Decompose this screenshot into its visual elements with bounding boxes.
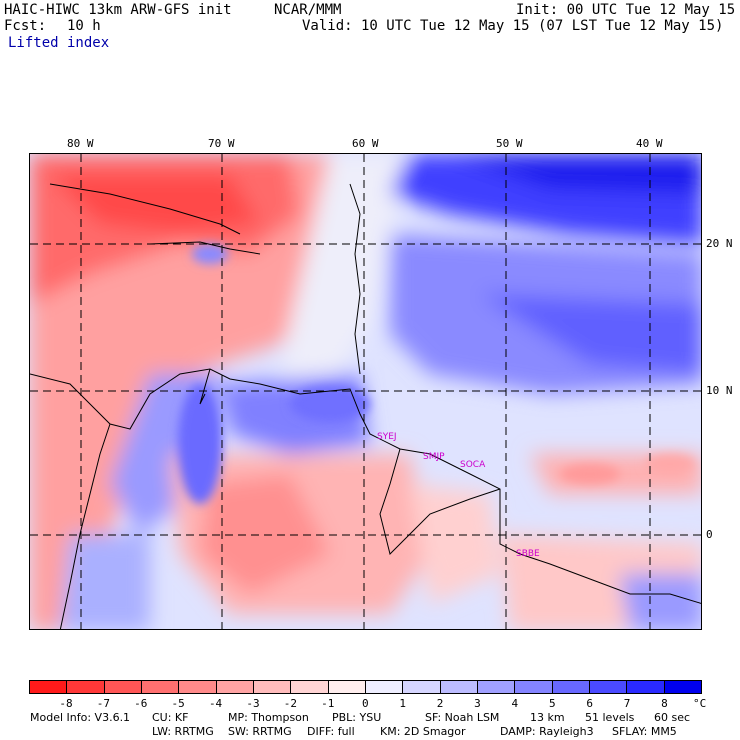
colorbar-swatch <box>253 681 292 693</box>
model-title: HAIC-HIWC 13km ARW-GFS init <box>4 2 232 18</box>
colorbar-tick-label: -5 <box>171 697 185 710</box>
footer-km: KM: 2D Smagor <box>380 725 466 738</box>
org-label: NCAR/MMM <box>274 2 342 18</box>
footer-mp: MP: Thompson <box>228 711 309 724</box>
footer-model-info: Model Info: V3.6.1 <box>30 711 131 724</box>
colorbar-tick-label: 4 <box>511 697 519 710</box>
colorbar-swatch <box>627 681 665 693</box>
lon-label: 60 W <box>352 137 379 150</box>
colorbar-swatch <box>515 681 553 693</box>
init-time: Init: 00 UTC Tue 12 May 15 <box>516 2 736 18</box>
colorbar-swatch <box>589 681 628 693</box>
colorbar-swatch <box>30 681 68 693</box>
lat-label: 10 N <box>706 384 733 397</box>
colorbar-swatch <box>328 681 366 693</box>
valid-time: Valid: 10 UTC Tue 12 May 15 (07 LST Tue … <box>302 18 724 34</box>
colorbar-swatch <box>67 681 105 693</box>
colorbar-tick-label: 2 <box>436 697 444 710</box>
lon-label: 80 W <box>67 137 94 150</box>
colorbar-swatch <box>440 681 478 693</box>
colorbar-tick-label: 0 <box>362 697 369 710</box>
lon-label: 40 W <box>636 137 663 150</box>
fcst-label: Fcst: <box>4 18 47 34</box>
colorbar-tick-label: 7 <box>623 697 631 710</box>
colorbar-tick-label: -6 <box>134 697 148 710</box>
footer-diff: DIFF: full <box>307 725 355 738</box>
lat-label: 0 <box>706 528 713 541</box>
footer-sflay: SFLAY: MM5 <box>612 725 677 738</box>
footer-cu: CU: KF <box>152 711 189 724</box>
colorbar-swatch <box>477 681 516 693</box>
lifted-index-map: SYEJ SMJP SOCA SBBE <box>29 153 702 630</box>
station-label: SYEJ <box>377 432 397 442</box>
colorbar-unit: °C <box>693 697 707 710</box>
lat-label: 20 N <box>706 237 733 250</box>
colorbar-swatch <box>179 681 217 693</box>
footer-damp: DAMP: Rayleigh3 <box>500 725 594 738</box>
lon-label: 50 W <box>496 137 523 150</box>
colorbar-swatch <box>216 681 254 693</box>
colorbar-tick-label: -7 <box>96 697 111 710</box>
colorbar-tick-label: 3 <box>474 697 481 710</box>
coastlines <box>30 183 701 629</box>
colorbar-swatch <box>403 681 441 693</box>
footer-sw: SW: RRTMG <box>228 725 292 738</box>
footer-levels: 51 levels <box>585 711 635 724</box>
footer-timestep: 60 sec <box>654 711 691 724</box>
colorbar-tick-label: -3 <box>246 697 260 710</box>
graticule <box>30 154 701 629</box>
fcst-value: 10 h <box>67 18 101 34</box>
colorbar-tick-label: 6 <box>586 697 593 710</box>
colorbar-swatch <box>552 681 590 693</box>
colorbar-tick-label: 5 <box>548 697 556 710</box>
field-name: Lifted index <box>8 35 110 51</box>
station-label: SBBE <box>516 549 540 559</box>
colorbar-tick-label: -2 <box>283 697 297 710</box>
colorbar-tick-label: -4 <box>208 697 223 710</box>
colorbar <box>29 680 702 694</box>
lon-label: 70 W <box>208 137 235 150</box>
colorbar-swatch <box>141 681 180 693</box>
field-detail <box>178 244 695 504</box>
colorbar-tick-label: -8 <box>59 697 73 710</box>
colorbar-tick-label: 1 <box>399 697 406 710</box>
footer-resolution: 13 km <box>530 711 565 724</box>
station-label: SMJP <box>423 452 445 462</box>
colorbar-swatch <box>291 681 329 693</box>
footer-lw: LW: RRTMG <box>152 725 214 738</box>
footer-pbl: PBL: YSU <box>332 711 382 724</box>
colorbar-swatch <box>365 681 404 693</box>
colorbar-swatch <box>104 681 142 693</box>
colorbar-swatch <box>664 681 701 693</box>
station-label: SOCA <box>460 460 486 470</box>
footer-sf: SF: Noah LSM <box>425 711 500 724</box>
map-graphic <box>30 154 701 629</box>
colorbar-tick-label: -1 <box>321 697 335 710</box>
colorbar-tick-label: 8 <box>661 697 668 710</box>
